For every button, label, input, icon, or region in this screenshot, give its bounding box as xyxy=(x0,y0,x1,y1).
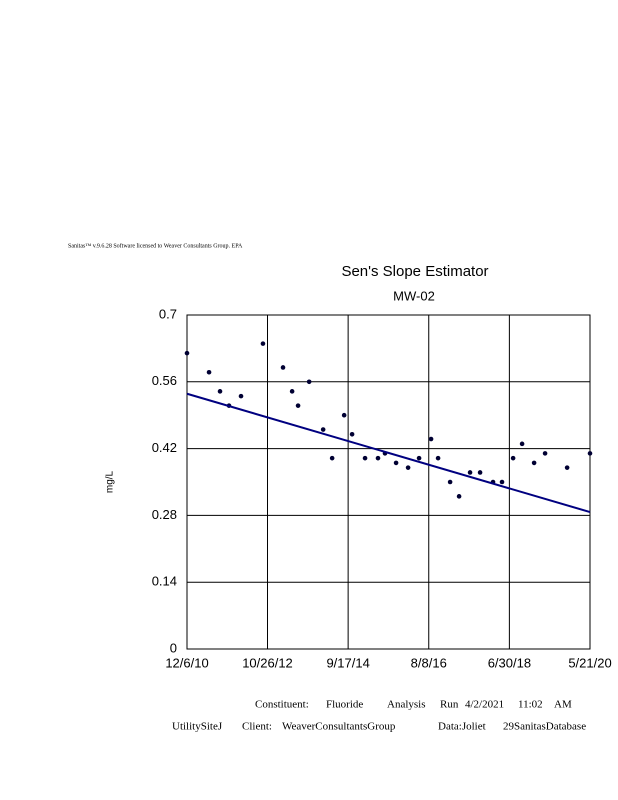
y-tick-label: 0 xyxy=(170,640,177,655)
y-tick-label: 0.7 xyxy=(159,306,177,321)
data-point xyxy=(362,455,368,461)
data-point xyxy=(341,412,347,418)
footer-text: UtilitySiteJ xyxy=(172,721,223,733)
y-tick-label: 0.28 xyxy=(152,507,177,522)
trend-line xyxy=(186,392,591,514)
data-point xyxy=(416,455,422,461)
data-point xyxy=(587,451,593,456)
data-point xyxy=(510,455,516,461)
data-point xyxy=(542,451,548,456)
data-point xyxy=(295,403,301,408)
chart-title: Sen's Slope Estimator xyxy=(341,263,488,280)
data-point xyxy=(519,441,525,447)
data-point xyxy=(467,470,473,475)
data-point xyxy=(499,479,505,485)
y-axis-label: mg/L xyxy=(105,470,116,493)
plot-frame xyxy=(186,314,591,650)
footer-text: Fluoride xyxy=(326,699,363,711)
y-tick-label: 0.14 xyxy=(152,574,177,589)
data-point xyxy=(447,479,453,485)
data-point xyxy=(306,379,312,385)
data-point xyxy=(456,494,462,499)
y-tick-label: 0.56 xyxy=(152,373,177,388)
data-point xyxy=(206,369,212,375)
footer-text: Data:Joliet xyxy=(438,721,486,733)
footer-text: Client: xyxy=(242,721,272,733)
x-tick-label: 10/26/12 xyxy=(242,655,293,670)
y-tick-label: 0.42 xyxy=(152,440,177,455)
data-point xyxy=(238,393,244,399)
footer-text: 29SanitasDatabase xyxy=(503,721,586,733)
x-tick-label: 8/8/16 xyxy=(411,655,447,670)
footer-text: 4/2/2021 xyxy=(465,699,504,711)
footer-text: Analysis xyxy=(387,699,426,711)
data-point xyxy=(477,470,483,475)
x-tick-label: 9/17/14 xyxy=(326,655,369,670)
data-point xyxy=(428,436,434,442)
data-point xyxy=(280,365,286,370)
data-point xyxy=(531,460,537,466)
header: Sanitas™ v.9.6.28 Software licensed to W… xyxy=(68,242,243,249)
data-point xyxy=(260,341,266,346)
x-tick-label: 5/21/20 xyxy=(568,655,611,670)
data-point xyxy=(564,465,570,470)
footer-text: Constituent: xyxy=(255,699,309,711)
data-point xyxy=(289,389,295,394)
footer-text: WeaverConsultantsGroup xyxy=(282,721,396,733)
data-point xyxy=(375,455,381,461)
footer-text: 11:02 xyxy=(518,699,543,711)
data-point xyxy=(184,350,190,356)
data-point xyxy=(320,427,326,432)
data-point xyxy=(435,455,441,461)
footer-text: AM xyxy=(554,699,572,711)
x-tick-label: 12/6/10 xyxy=(165,655,208,670)
x-tick-label: 6/30/18 xyxy=(488,655,531,670)
data-point xyxy=(217,389,223,394)
data-point xyxy=(405,465,411,470)
data-point xyxy=(349,431,355,437)
data-point xyxy=(393,460,399,466)
footer-text: Run xyxy=(440,699,459,711)
chart-subtitle: MW-02 xyxy=(393,288,435,303)
data-point xyxy=(329,455,335,461)
